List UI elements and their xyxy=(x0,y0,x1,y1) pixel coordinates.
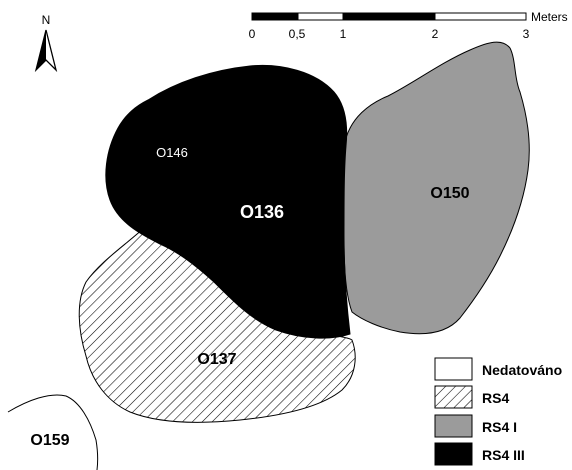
scale-segment-1 xyxy=(251,12,299,21)
feature-label-o146: O146 xyxy=(156,145,188,160)
scale-tick-2: 2 xyxy=(432,27,439,41)
legend-swatch-rs4 xyxy=(434,385,473,409)
scale-tick-0: 0 xyxy=(249,27,256,41)
legend-swatch-rs4-i xyxy=(434,414,473,438)
feature-label-o159: O159 xyxy=(30,432,69,449)
scale-segment-2 xyxy=(297,12,344,21)
feature-o136-polygon xyxy=(105,64,351,339)
scale-bar: Meters 0 0,5 1 2 3 xyxy=(249,10,568,41)
legend-label-rs4-i: RS4 I xyxy=(482,419,517,435)
scale-tick-3: 3 xyxy=(523,27,530,41)
legend-swatch-nedatovano xyxy=(434,357,473,381)
scale-unit-label: Meters xyxy=(531,10,568,24)
north-arrow-dark-half xyxy=(36,30,46,70)
scale-segment-4 xyxy=(434,12,527,21)
scale-segment-3 xyxy=(342,12,436,21)
scale-tick-1: 1 xyxy=(340,27,347,41)
feature-label-o150: O150 xyxy=(430,185,469,202)
north-arrow: N xyxy=(34,13,58,73)
legend-label-rs4: RS4 xyxy=(482,390,509,406)
feature-o150-polygon xyxy=(342,41,530,335)
legend-label-nedatovano: Nedatováno xyxy=(482,362,562,378)
feature-label-o136: O136 xyxy=(240,202,284,222)
legend-label-rs4-iii: RS4 III xyxy=(482,447,525,463)
feature-o159-outline xyxy=(7,394,99,470)
legend-swatch-rs4-iii xyxy=(434,442,473,466)
north-arrow-label: N xyxy=(42,13,51,27)
scale-tick-0-5: 0,5 xyxy=(289,27,306,41)
legend: Nedatováno RS4 RS4 I RS4 III xyxy=(434,357,562,466)
feature-label-o137: O137 xyxy=(197,351,236,368)
